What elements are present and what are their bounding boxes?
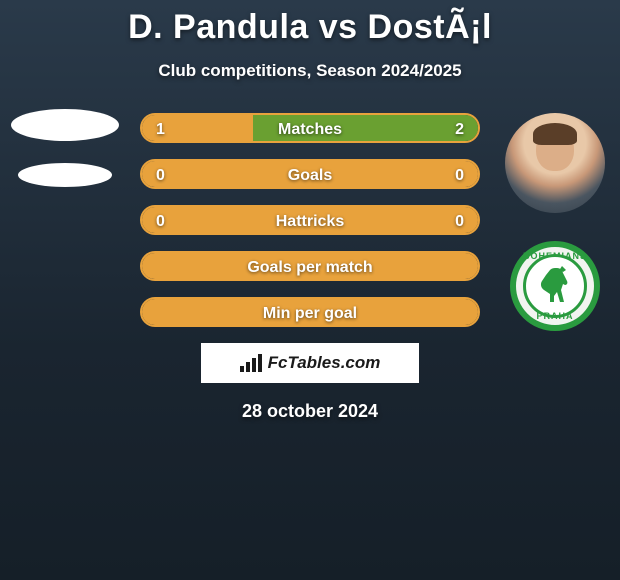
stat-label: Goals per match — [142, 253, 478, 281]
page-title: D. Pandula vs DostÃ¡l — [0, 0, 620, 47]
kangaroo-icon — [537, 264, 573, 308]
stat-label: Min per goal — [142, 299, 478, 327]
date-text: 28 october 2024 — [0, 401, 620, 422]
subtitle: Club competitions, Season 2024/2025 — [0, 61, 620, 81]
stat-row: Goals per match — [140, 251, 480, 281]
stat-label: Matches — [142, 115, 478, 143]
player2-avatar — [505, 113, 605, 213]
fctables-branding: FcTables.com — [201, 343, 419, 383]
fctables-label: FcTables.com — [268, 353, 381, 373]
player1-column — [0, 113, 130, 187]
stat-label: Hattricks — [142, 207, 478, 235]
player2-club-badge: BOHEMIANS PRAHA — [510, 241, 600, 331]
player1-avatar-placeholder — [11, 109, 119, 141]
stat-row: 0 Hattricks 0 — [140, 205, 480, 235]
stat-row: 1 Matches 2 — [140, 113, 480, 143]
club-badge-inner — [523, 254, 587, 318]
stat-row: 0 Goals 0 — [140, 159, 480, 189]
stat-row: Min per goal — [140, 297, 480, 327]
badge-text-bottom: PRAHA — [516, 311, 594, 321]
stat-label: Goals — [142, 161, 478, 189]
fctables-bars-icon — [240, 354, 262, 372]
player1-club-placeholder — [18, 163, 112, 187]
stat-value-right: 2 — [455, 115, 464, 143]
stat-value-right: 0 — [455, 161, 464, 189]
stat-value-right: 0 — [455, 207, 464, 235]
stats-bars: 1 Matches 2 0 Goals 0 0 Hattricks 0 Goal… — [140, 113, 480, 327]
player2-column: BOHEMIANS PRAHA — [500, 113, 610, 331]
comparison-content: BOHEMIANS PRAHA 1 Matches 2 0 Goals 0 — [0, 113, 620, 422]
